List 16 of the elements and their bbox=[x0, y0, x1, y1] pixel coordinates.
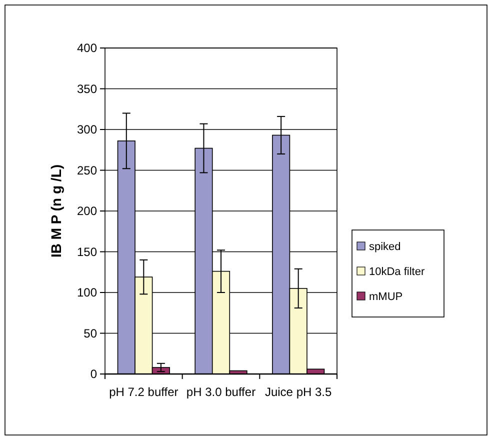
y-tick-label: 0 bbox=[90, 367, 98, 382]
y-tick-label: 100 bbox=[76, 286, 98, 300]
x-tick-label: Juice pH 3.5 bbox=[264, 385, 332, 399]
y-tick-label: 350 bbox=[76, 82, 98, 96]
legend-label: mMUP bbox=[369, 290, 403, 303]
x-tick-label: pH 3.0 buffer bbox=[186, 385, 256, 399]
y-tick-label: 200 bbox=[76, 204, 98, 218]
y-tick-label: 400 bbox=[76, 41, 98, 56]
y-tick-label: 150 bbox=[76, 244, 98, 259]
y-axis-title: IB M P (n g /L) bbox=[48, 164, 64, 258]
legend-label: spiked bbox=[369, 240, 401, 253]
y-tick-label: 250 bbox=[76, 163, 98, 178]
x-tick-label: pH 7.2 buffer bbox=[109, 385, 178, 399]
y-tick-label: 300 bbox=[76, 122, 98, 137]
legend-label: 10kDa filter bbox=[369, 266, 425, 278]
y-tick-label: 50 bbox=[84, 326, 98, 340]
